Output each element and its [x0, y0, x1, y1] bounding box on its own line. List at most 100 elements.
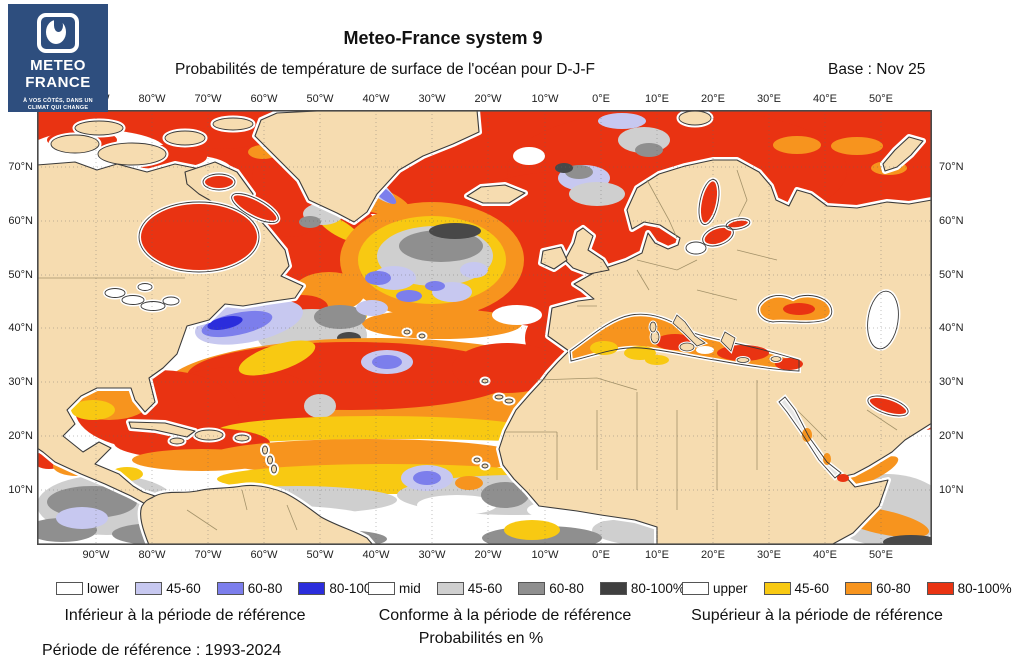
legend-label: lower: [87, 581, 120, 596]
meteo-france-logo: METEO FRANCE À VOS CÔTÉS, DANS UN CLIMAT…: [8, 4, 108, 112]
island: [418, 333, 426, 339]
lat-label-left: 30°N: [8, 376, 33, 388]
country-border: [536, 377, 638, 391]
ocean-probability-region: [372, 355, 402, 369]
legend-label: 60-80: [247, 581, 283, 596]
legend-label: 80-100%: [630, 581, 685, 596]
ocean-probability-region: [598, 113, 646, 129]
lon-label-top: 60°W: [250, 93, 278, 105]
island: [50, 134, 100, 154]
lon-label-top: 10°E: [645, 93, 669, 105]
lat-label-right: 70°N: [939, 161, 964, 173]
lon-label-top: 70°W: [194, 93, 222, 105]
ocean-probability-region: [56, 507, 108, 529]
ocean-probability-region: [481, 482, 529, 508]
island: [212, 117, 254, 131]
map-svg: [27, 107, 947, 550]
country-border: [736, 249, 778, 261]
ocean-probability-region: [417, 495, 497, 515]
lon-label-bottom: 80°W: [138, 549, 166, 561]
legend-label: 45-60: [166, 581, 201, 596]
island: [720, 331, 736, 352]
base-date-label: Base : Nov 25: [828, 61, 926, 78]
lon-label-top: 40°E: [813, 93, 837, 105]
island: [97, 142, 167, 166]
country-border: [866, 409, 898, 431]
lon-label-bottom: 10°W: [531, 549, 559, 561]
island: [473, 457, 481, 463]
lon-label-top: 50°W: [306, 93, 334, 105]
logo-line1: METEO: [30, 57, 86, 74]
ocean-probability-region: [460, 262, 488, 278]
lon-label-bottom: 60°W: [250, 549, 278, 561]
inland-sea: [685, 241, 707, 255]
lon-label-top: 10°W: [531, 93, 559, 105]
island: [194, 429, 224, 441]
country-border: [796, 409, 828, 441]
landmass: [564, 227, 610, 275]
ocean-probability-region: [217, 416, 537, 446]
landmass: [882, 136, 924, 172]
lon-label-top: 20°W: [474, 93, 502, 105]
ocean-probability-region: [839, 456, 899, 488]
lon-label-bottom: 50°W: [306, 549, 334, 561]
island: [267, 455, 273, 465]
legend-group-lower: lower 45-60 60-80 80-100%: [56, 581, 383, 596]
lat-label-left: 60°N: [8, 215, 33, 227]
ocean-probability-region: [396, 290, 422, 302]
island: [672, 314, 706, 347]
ocean-probability-region: [513, 147, 545, 165]
inland-sea: [867, 290, 899, 350]
inland-sea: [140, 301, 166, 311]
logo-line2: FRANCE: [25, 74, 91, 91]
inland-sea: [778, 396, 842, 479]
ocean-probability-region: [773, 136, 821, 154]
ocean-probability-region: [635, 143, 663, 157]
page-title: Meteo-France system 9: [343, 28, 543, 48]
sea-probability-patch: [696, 346, 714, 354]
legend-swatch: [682, 582, 709, 595]
caption-reference-period: Période de référence : 1993-2024: [42, 642, 282, 659]
ocean-probability-region: [452, 343, 562, 393]
landmass: [466, 184, 526, 204]
lat-label-left: 40°N: [8, 322, 33, 334]
inland-sea: [569, 313, 800, 372]
sea-probability-patch: [775, 358, 803, 370]
island: [169, 437, 185, 445]
lat-label-right: 30°N: [939, 376, 964, 388]
island: [271, 464, 277, 474]
sea-probability-patch: [645, 355, 669, 365]
lon-label-bottom: 10°E: [645, 549, 669, 561]
legend-label: 45-60: [467, 581, 503, 596]
island: [678, 110, 712, 126]
ocean-probability-region: [314, 305, 366, 329]
lon-label-top: 50°E: [869, 93, 893, 105]
country-border: [186, 509, 218, 531]
legend-label: 80-100%: [957, 581, 1012, 596]
island: [770, 356, 782, 362]
lat-label-left: 10°N: [8, 484, 33, 496]
landmass: [128, 421, 196, 438]
ocean-probability-region: [365, 271, 391, 285]
country-border: [636, 259, 698, 271]
ocean-probability-region: [555, 163, 573, 173]
landmass: [540, 246, 568, 270]
country-border: [736, 169, 748, 221]
legend-swatch: [518, 582, 546, 595]
lat-label-right: 40°N: [939, 322, 964, 334]
legend-label: 60-80: [876, 581, 911, 596]
inland-sea: [725, 218, 751, 230]
map-frame: [37, 110, 933, 545]
ocean-probability-region: [238, 340, 316, 376]
lon-label-bottom: 40°E: [813, 549, 837, 561]
island: [262, 445, 268, 455]
country-border: [646, 179, 678, 239]
lat-label-left: 20°N: [8, 430, 33, 442]
lon-label-bottom: 50°E: [869, 549, 893, 561]
island: [74, 120, 124, 136]
inland-sea: [231, 192, 279, 224]
island: [164, 130, 206, 146]
island: [494, 394, 504, 400]
legend-label: upper: [713, 581, 748, 596]
sea-probability-patch: [823, 453, 831, 465]
